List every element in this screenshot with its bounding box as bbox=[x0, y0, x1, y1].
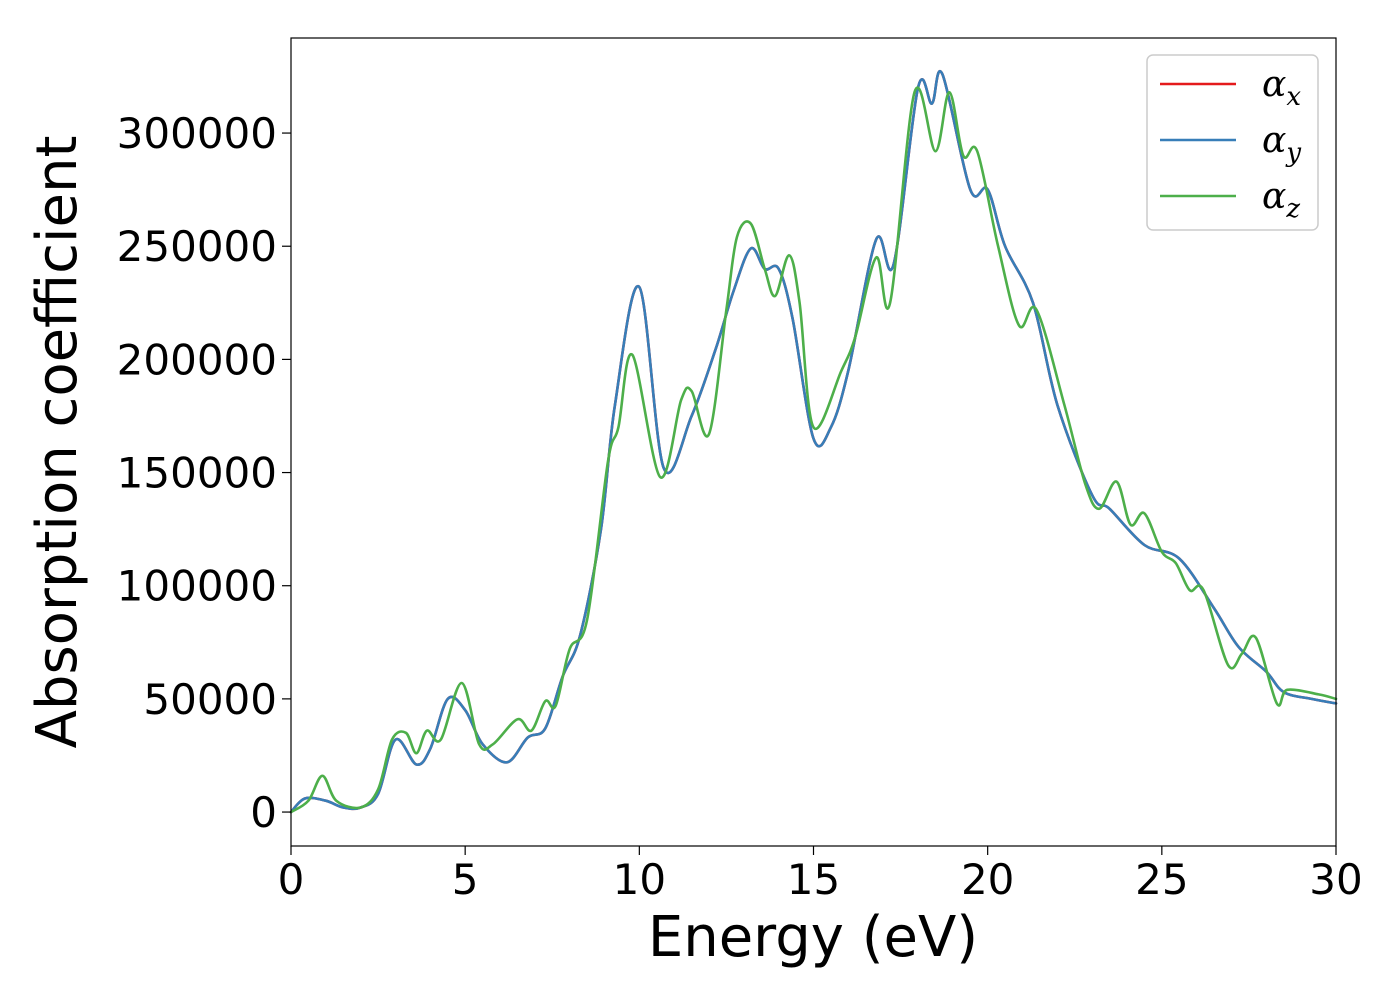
legend-label-alpha-y: αy bbox=[1262, 120, 1301, 168]
x-tick-label: 30 bbox=[1309, 855, 1362, 904]
y-axis-ticks: 0 50000 100000 150000 200000 250000 300000 bbox=[117, 109, 291, 837]
x-tick-label: 15 bbox=[787, 855, 840, 904]
y-tick-label: 50000 bbox=[143, 675, 277, 724]
plot-lines bbox=[289, 69, 1338, 814]
legend-label-alpha-z: αz bbox=[1262, 176, 1300, 224]
legend-box bbox=[1146, 54, 1319, 231]
legend-entries: αx αy αz bbox=[1160, 64, 1301, 224]
x-tick-label: 5 bbox=[452, 855, 479, 904]
y-tick-label: 0 bbox=[250, 788, 277, 837]
series-line-alpha-y bbox=[289, 69, 1338, 814]
y-tick-label: 250000 bbox=[117, 222, 277, 271]
y-tick-label: 150000 bbox=[117, 449, 277, 498]
x-tick-label: 25 bbox=[1135, 855, 1188, 904]
y-axis-title: Absorption coefficient bbox=[25, 136, 90, 749]
y-tick-label: 100000 bbox=[117, 562, 277, 611]
y-tick-label: 200000 bbox=[117, 335, 277, 384]
x-tick-label: 20 bbox=[961, 855, 1014, 904]
x-tick-label: 10 bbox=[613, 855, 666, 904]
series-line-alpha-z bbox=[289, 86, 1338, 814]
x-axis-ticks: 0 5 10 15 20 25 30 bbox=[278, 846, 1363, 904]
legend-label-alpha-x: αx bbox=[1262, 64, 1301, 112]
legend: αx αy αz bbox=[1146, 54, 1319, 231]
y-tick-label: 300000 bbox=[117, 109, 277, 158]
x-axis-title: Energy (eV) bbox=[648, 905, 978, 970]
x-tick-label: 0 bbox=[278, 855, 305, 904]
